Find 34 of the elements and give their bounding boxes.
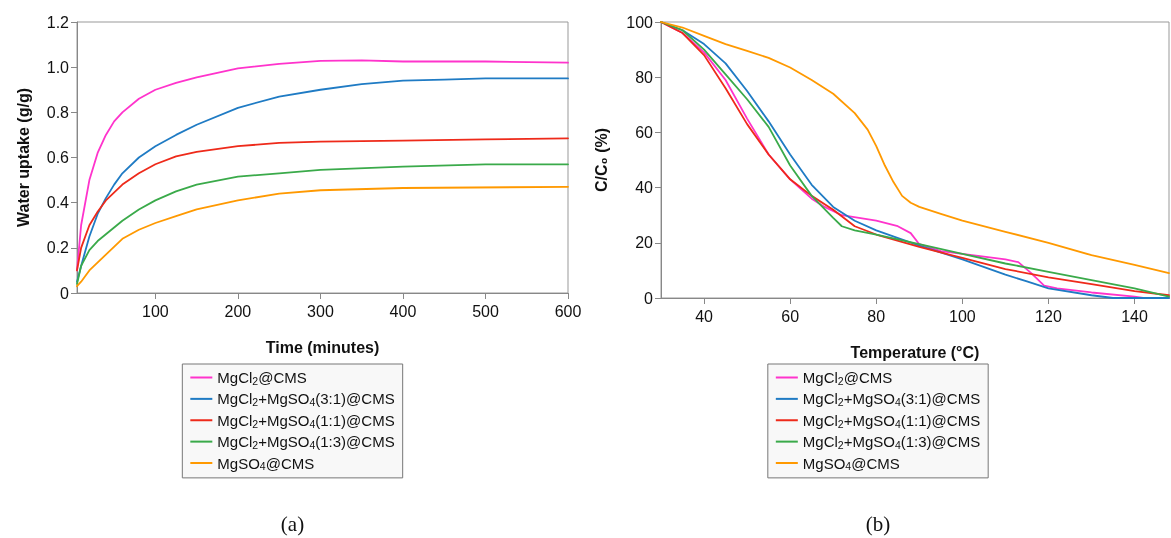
x-tick-label: 600 [554, 302, 582, 320]
x-tick-label: 40 [695, 307, 714, 325]
x-tick-label: 200 [224, 302, 252, 320]
x-axis-title: Time (minutes) [265, 338, 380, 356]
line-series [76, 137, 569, 272]
x-tick-label: 500 [472, 302, 499, 320]
x-tick-label: 400 [389, 302, 417, 320]
x-tick-label: 100 [949, 307, 976, 325]
y-tick-label: 60 [635, 123, 654, 141]
text: (b) [865, 511, 891, 536]
y-tick-label: 0.6 [46, 149, 70, 166]
y-tick-label: 20 [635, 234, 654, 252]
line-series [76, 185, 569, 288]
y-axis-title: C/C₀ (%) [592, 127, 610, 193]
x-axis-title: Temperature (°C) [850, 343, 980, 361]
line-series [76, 163, 569, 285]
x-tick-label: 80 [867, 307, 886, 325]
y-tick-label: 40 [635, 179, 654, 197]
x-tick-label: 100 [142, 302, 169, 320]
x-tick-label: 140 [1121, 307, 1148, 325]
y-tick-label: 0.8 [46, 103, 70, 121]
y-tick-label: 1.0 [46, 58, 70, 76]
y-axis-title: Water uptake (g/g) [14, 88, 32, 227]
x-tick-label: 120 [1035, 307, 1062, 325]
y-tick-label: 0.4 [46, 194, 70, 212]
text: (a) [280, 511, 305, 536]
x-tick-label: 300 [307, 302, 334, 320]
y-tick-label: 100 [626, 13, 654, 31]
y-tick-label: 0.2 [46, 239, 70, 257]
y-tick-label: 0 [60, 284, 70, 302]
y-tick-label: 80 [635, 68, 654, 86]
y-tick-label: 0 [644, 289, 654, 307]
x-tick-label: 60 [781, 307, 800, 325]
y-tick-label: 1.2 [46, 13, 70, 31]
